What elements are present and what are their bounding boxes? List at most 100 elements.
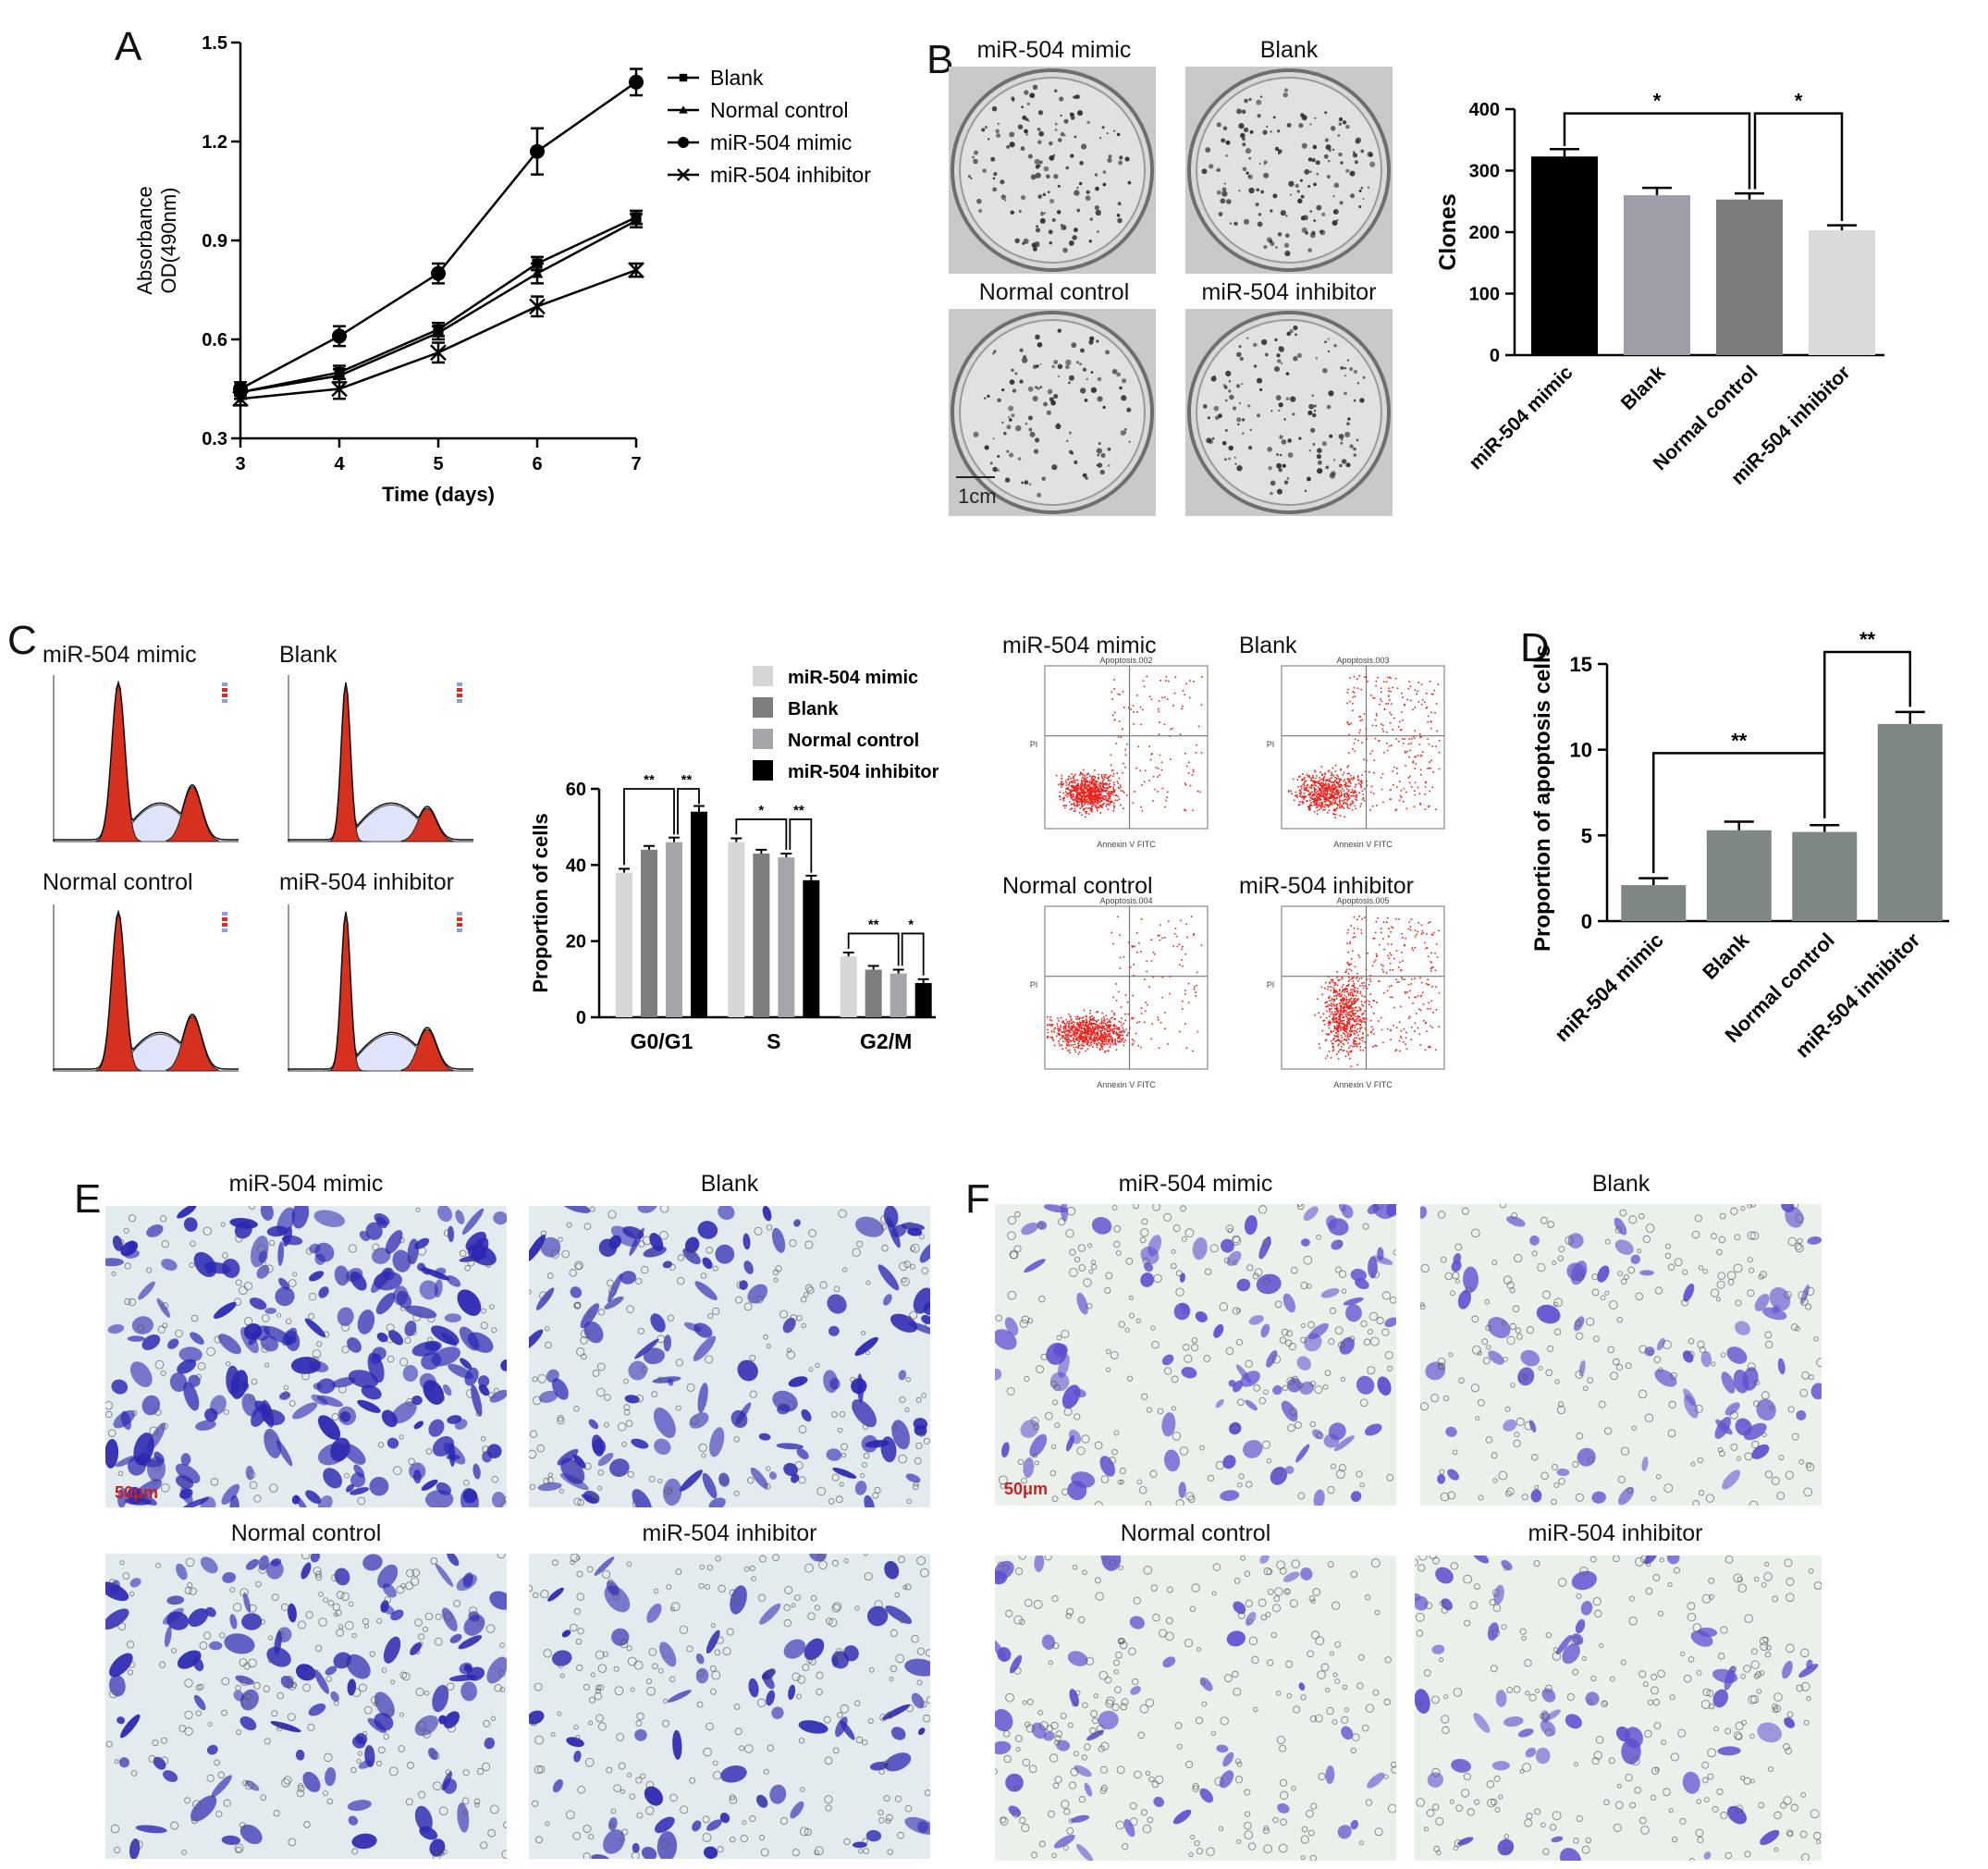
stained-cell xyxy=(472,1237,489,1261)
event-dot xyxy=(1086,780,1089,782)
event-dot xyxy=(1308,806,1310,809)
event-dot xyxy=(1117,782,1120,784)
event-dot xyxy=(1383,708,1386,710)
stained-cell xyxy=(204,1408,218,1422)
event-dot xyxy=(1297,804,1300,806)
event-dot xyxy=(1348,1004,1351,1007)
event-dot xyxy=(1079,1023,1082,1025)
event-dot xyxy=(1333,995,1335,997)
event-dot xyxy=(1065,791,1067,793)
stained-cell xyxy=(454,1419,468,1430)
event-dot xyxy=(1085,1050,1086,1052)
event-dot xyxy=(1091,1015,1093,1017)
event-dot xyxy=(1073,1038,1075,1040)
membrane-pore xyxy=(131,1409,138,1417)
y-axis-label: Proportion of apoptosis cells xyxy=(1530,645,1555,952)
event-dot xyxy=(1340,1025,1342,1027)
event-dot xyxy=(1185,923,1187,926)
event-dot xyxy=(1094,1028,1096,1031)
event-dot xyxy=(1175,935,1178,938)
event-dot xyxy=(1364,985,1367,988)
event-dot xyxy=(1341,1013,1343,1015)
event-dot xyxy=(1345,1051,1348,1052)
event-dot xyxy=(1086,1025,1088,1027)
membrane-pore xyxy=(283,1384,289,1391)
colony-dot xyxy=(1038,130,1044,137)
data-point xyxy=(531,267,544,278)
event-dot xyxy=(1358,675,1360,677)
event-dot xyxy=(1430,693,1433,695)
event-dot xyxy=(1093,1036,1096,1039)
event-dot xyxy=(1310,785,1312,788)
event-dot xyxy=(1361,1039,1364,1042)
event-dot xyxy=(1340,1006,1343,1008)
event-dot xyxy=(1398,1039,1401,1042)
event-dot xyxy=(1347,1051,1350,1054)
colony-dot xyxy=(1344,431,1351,438)
colony-dot xyxy=(1119,155,1123,160)
event-dot xyxy=(1085,811,1086,813)
stained-cell xyxy=(697,1221,718,1239)
colony-dot xyxy=(1345,124,1350,129)
event-dot xyxy=(1172,727,1173,730)
x-tick-label: 6 xyxy=(532,454,542,474)
event-dot xyxy=(1072,803,1074,805)
event-dot xyxy=(1080,1024,1082,1027)
event-dot xyxy=(1080,1027,1083,1029)
event-dot xyxy=(1331,795,1332,798)
event-dot xyxy=(1356,991,1359,994)
event-dot xyxy=(1351,985,1354,987)
colony-dot xyxy=(1021,105,1025,109)
event-dot xyxy=(1345,1039,1348,1041)
event-dot xyxy=(1331,1002,1334,1005)
event-dot xyxy=(1089,781,1092,783)
event-dot xyxy=(1392,927,1393,929)
membrane-pore xyxy=(399,1358,409,1367)
event-dot xyxy=(1344,1035,1346,1038)
colony-dot xyxy=(1116,214,1121,217)
event-dot xyxy=(1331,1005,1333,1007)
event-dot xyxy=(1345,792,1348,794)
event-dot xyxy=(1367,1034,1369,1037)
event-dot xyxy=(1350,998,1352,1000)
event-dot xyxy=(1109,1024,1111,1027)
event-dot xyxy=(1104,1050,1107,1052)
colony-dot xyxy=(1107,447,1111,451)
event-dot xyxy=(1353,990,1356,992)
stained-cell xyxy=(747,1284,768,1304)
event-dot xyxy=(1096,1020,1098,1023)
event-dot xyxy=(1081,1030,1084,1033)
event-dot xyxy=(1410,737,1413,740)
event-dot xyxy=(1369,975,1371,977)
event-dot xyxy=(1158,1047,1160,1050)
event-dot xyxy=(1112,788,1114,790)
event-dot xyxy=(1061,1044,1063,1046)
colony-dot xyxy=(1086,377,1089,381)
event-dot xyxy=(1110,801,1112,804)
event-dot xyxy=(1427,738,1429,741)
event-dot xyxy=(1409,775,1411,778)
stained-cell xyxy=(457,1289,482,1316)
event-dot xyxy=(1339,1027,1342,1029)
event-dot xyxy=(1353,1021,1356,1023)
event-dot xyxy=(1357,998,1360,1000)
stained-cell xyxy=(448,1443,456,1468)
event-dot xyxy=(1342,1011,1344,1013)
event-dot xyxy=(1085,1023,1086,1026)
event-dot xyxy=(1305,780,1307,782)
membrane-pore xyxy=(269,1483,278,1493)
y-tick-label: 200 xyxy=(1469,223,1500,243)
event-dot xyxy=(1098,1037,1100,1039)
membrane-pore xyxy=(288,1400,296,1407)
event-dot xyxy=(1095,1043,1098,1045)
event-dot xyxy=(1110,1044,1112,1046)
event-dot xyxy=(1353,985,1355,988)
event-dot xyxy=(1092,794,1095,796)
colony-dot xyxy=(991,105,998,112)
event-dot xyxy=(1064,1027,1067,1029)
event-dot xyxy=(1084,800,1086,802)
event-dot xyxy=(1070,792,1072,793)
event-dot xyxy=(1330,790,1332,793)
event-dot xyxy=(1069,789,1071,792)
